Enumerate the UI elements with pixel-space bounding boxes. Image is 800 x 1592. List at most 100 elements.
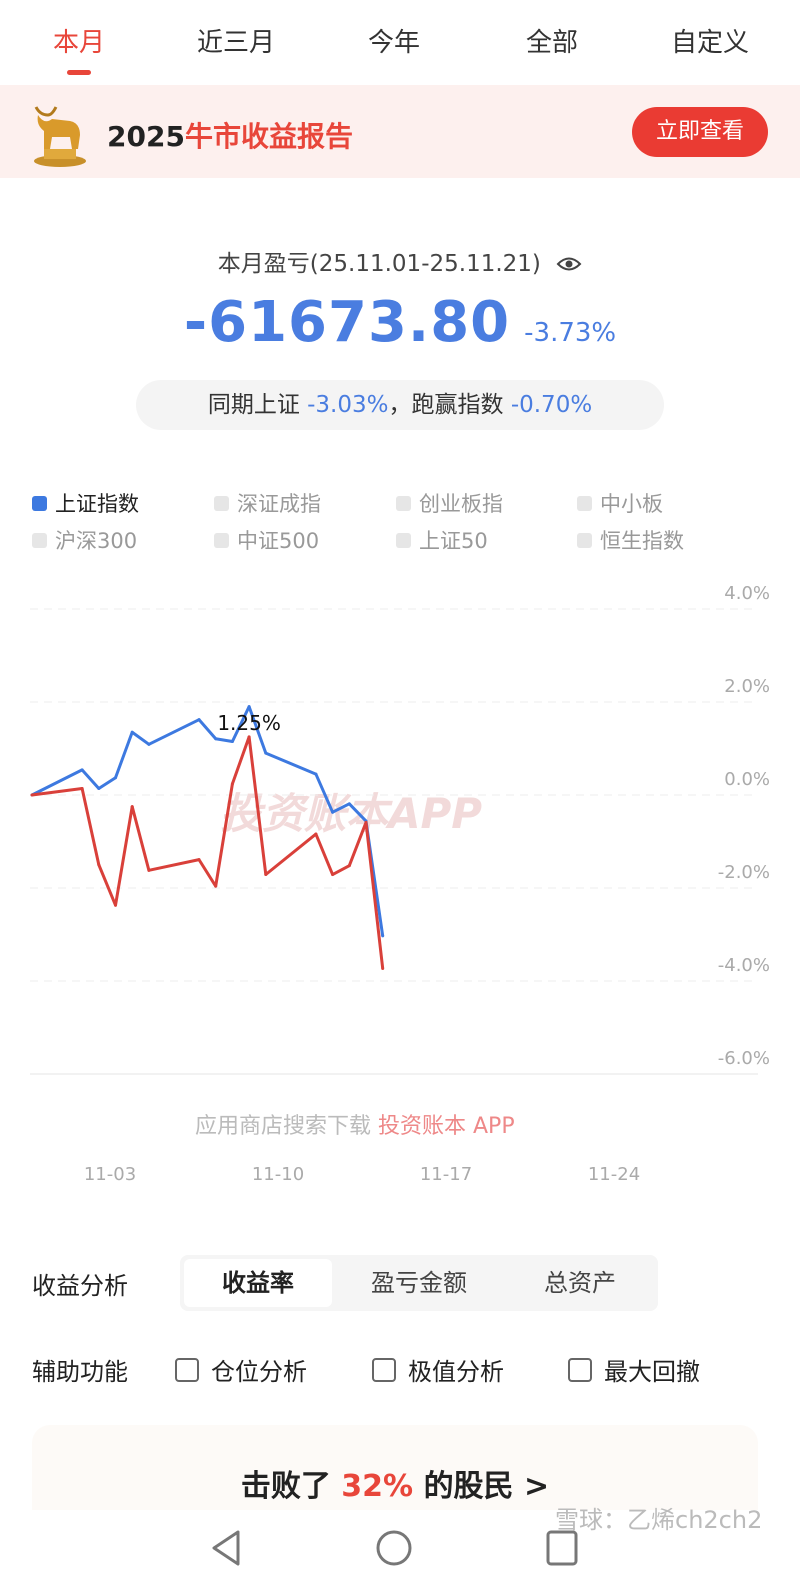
legend-hsi[interactable]: 恒生指数 <box>577 525 684 555</box>
data-point <box>230 782 234 786</box>
golden-bull-icon <box>34 106 86 167</box>
eye-icon[interactable] <box>556 255 582 273</box>
app-name: 投资账本 APP <box>378 1114 515 1139</box>
recents-icon[interactable] <box>544 1528 580 1568</box>
data-point <box>381 934 385 938</box>
y-tick: 4.0% <box>724 583 770 604</box>
data-point <box>264 873 268 877</box>
banner-title-text: 牛市收益报告 <box>184 120 353 153</box>
seg-profit-amount[interactable]: 盈亏金额 <box>371 1269 467 1297</box>
y-tick: -6.0% <box>717 1048 770 1069</box>
data-point <box>80 768 84 772</box>
beat-suffix: 的股民 <box>423 1469 514 1504</box>
legend-sse50[interactable]: 上证50 <box>396 525 488 555</box>
data-point <box>214 737 218 741</box>
max-annotation: 1.25% <box>217 711 281 735</box>
data-point <box>147 868 151 872</box>
checkbox-icon <box>214 532 229 548</box>
period-tabs: 本月 近三月 今年 全部 自定义 <box>0 0 800 84</box>
checkbox-icon <box>577 532 592 548</box>
data-point <box>247 705 251 709</box>
checkbox-icon <box>396 532 411 548</box>
legend-label: 中小板 <box>600 492 663 516</box>
banner-year: 2025 <box>107 120 185 153</box>
data-point <box>314 832 318 836</box>
y-tick: 0.0% <box>724 769 770 790</box>
data-point <box>130 805 134 809</box>
data-point <box>114 903 117 907</box>
view-now-button[interactable]: 立即查看 <box>632 107 768 157</box>
data-point <box>331 873 335 877</box>
checkbox-icon <box>372 1357 396 1382</box>
legend-szse[interactable]: 深证成指 <box>214 488 321 518</box>
tab-this-month[interactable]: 本月 <box>52 28 106 58</box>
analysis-label: 收益分析 <box>32 1272 128 1300</box>
checkbox-label: 仓位分析 <box>211 1358 307 1386</box>
account-series-line <box>31 735 385 969</box>
beat-prefix: 击败了 <box>240 1469 331 1504</box>
index-comparison: 同期上证 -3.03%，跑赢指数 -0.70% <box>136 380 664 430</box>
legend-hs300[interactable]: 沪深300 <box>32 525 137 555</box>
data-point <box>147 742 151 746</box>
back-icon[interactable] <box>208 1528 244 1568</box>
tab-custom[interactable]: 自定义 <box>670 28 750 58</box>
checkbox-icon <box>175 1357 199 1382</box>
data-point <box>130 730 134 734</box>
bull-report-banner[interactable]: 2025牛市收益报告 立即查看 <box>0 85 800 178</box>
period-label: 本月盈亏(25.11.01-25.11.21) <box>217 251 541 277</box>
data-point <box>114 776 117 780</box>
index-series-line <box>31 705 385 937</box>
legend-chinext[interactable]: 创业板指 <box>396 488 503 518</box>
home-icon[interactable] <box>374 1528 414 1568</box>
watermark-download: 应用商店搜索下载 投资账本 APP <box>195 1108 515 1140</box>
returns-chart: 1.25% <box>30 608 758 1075</box>
beat-text: 击败了 32% 的股民 > <box>32 1461 758 1505</box>
data-point <box>331 810 335 814</box>
analysis-segmented-control: 收益率 盈亏金额 总资产 <box>180 1255 658 1311</box>
y-tick: -4.0% <box>717 955 770 976</box>
data-point <box>264 751 268 755</box>
tab-this-year[interactable]: 今年 <box>367 28 421 58</box>
data-point <box>97 863 101 867</box>
compare-label: 同期上证 <box>207 392 300 418</box>
data-point <box>247 735 251 739</box>
data-point <box>97 786 101 790</box>
position-analysis-checkbox[interactable]: 仓位分析 <box>175 1352 307 1387</box>
legend-label: 创业板指 <box>419 492 503 516</box>
profit-amount: -61673.80 <box>183 290 511 355</box>
data-point <box>381 966 385 970</box>
data-point <box>80 786 84 790</box>
y-tick: 2.0% <box>724 676 770 697</box>
checkbox-icon <box>577 495 592 511</box>
checkbox-icon <box>568 1357 592 1382</box>
legend-label: 恒生指数 <box>600 529 684 553</box>
seg-total-assets[interactable]: 总资产 <box>544 1269 616 1297</box>
index-return: -3.03% <box>307 392 389 418</box>
x-tick: 11-17 <box>419 1164 473 1185</box>
legend-csi500[interactable]: 中证500 <box>214 525 319 555</box>
seg-return-rate[interactable]: 收益率 <box>184 1259 332 1307</box>
beat-percent: 32% <box>341 1469 414 1504</box>
data-point <box>347 864 351 868</box>
tab-three-months[interactable]: 近三月 <box>196 28 276 58</box>
legend-label: 上证指数 <box>55 492 139 516</box>
legend-label: 深证成指 <box>237 492 321 516</box>
tab-all[interactable]: 全部 <box>525 28 579 58</box>
checkbox-label: 最大回撤 <box>604 1358 700 1386</box>
data-point <box>314 772 318 776</box>
max-drawdown-checkbox[interactable]: 最大回撤 <box>568 1352 700 1387</box>
download-text: 应用商店搜索下载 <box>195 1114 372 1139</box>
profit-summary: -61673.80 -3.73% <box>0 290 800 355</box>
data-point <box>214 884 218 888</box>
y-tick: -2.0% <box>717 862 770 883</box>
checkbox-icon <box>396 495 411 511</box>
legend-sse[interactable]: 上证指数 <box>32 488 139 518</box>
data-point <box>197 718 201 722</box>
x-tick: 11-24 <box>587 1164 641 1185</box>
checkbox-icon <box>32 495 47 511</box>
checkbox-label: 极值分析 <box>408 1358 504 1386</box>
legend-label: 上证50 <box>419 529 488 553</box>
data-point <box>347 802 351 806</box>
extreme-analysis-checkbox[interactable]: 极值分析 <box>372 1352 504 1387</box>
legend-sme[interactable]: 中小板 <box>577 488 663 518</box>
